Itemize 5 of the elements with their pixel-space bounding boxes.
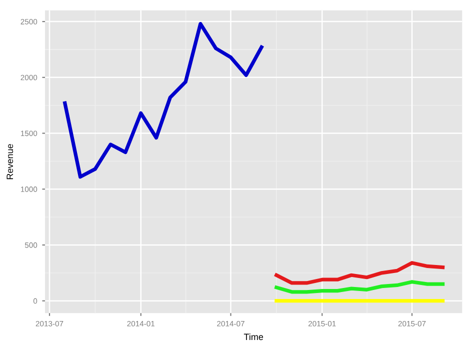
line-series xyxy=(63,22,264,179)
x-axis-title: Time xyxy=(244,333,264,340)
y-axis-title: Revenue xyxy=(6,144,14,180)
line-series xyxy=(274,261,445,285)
line-series xyxy=(274,280,445,294)
